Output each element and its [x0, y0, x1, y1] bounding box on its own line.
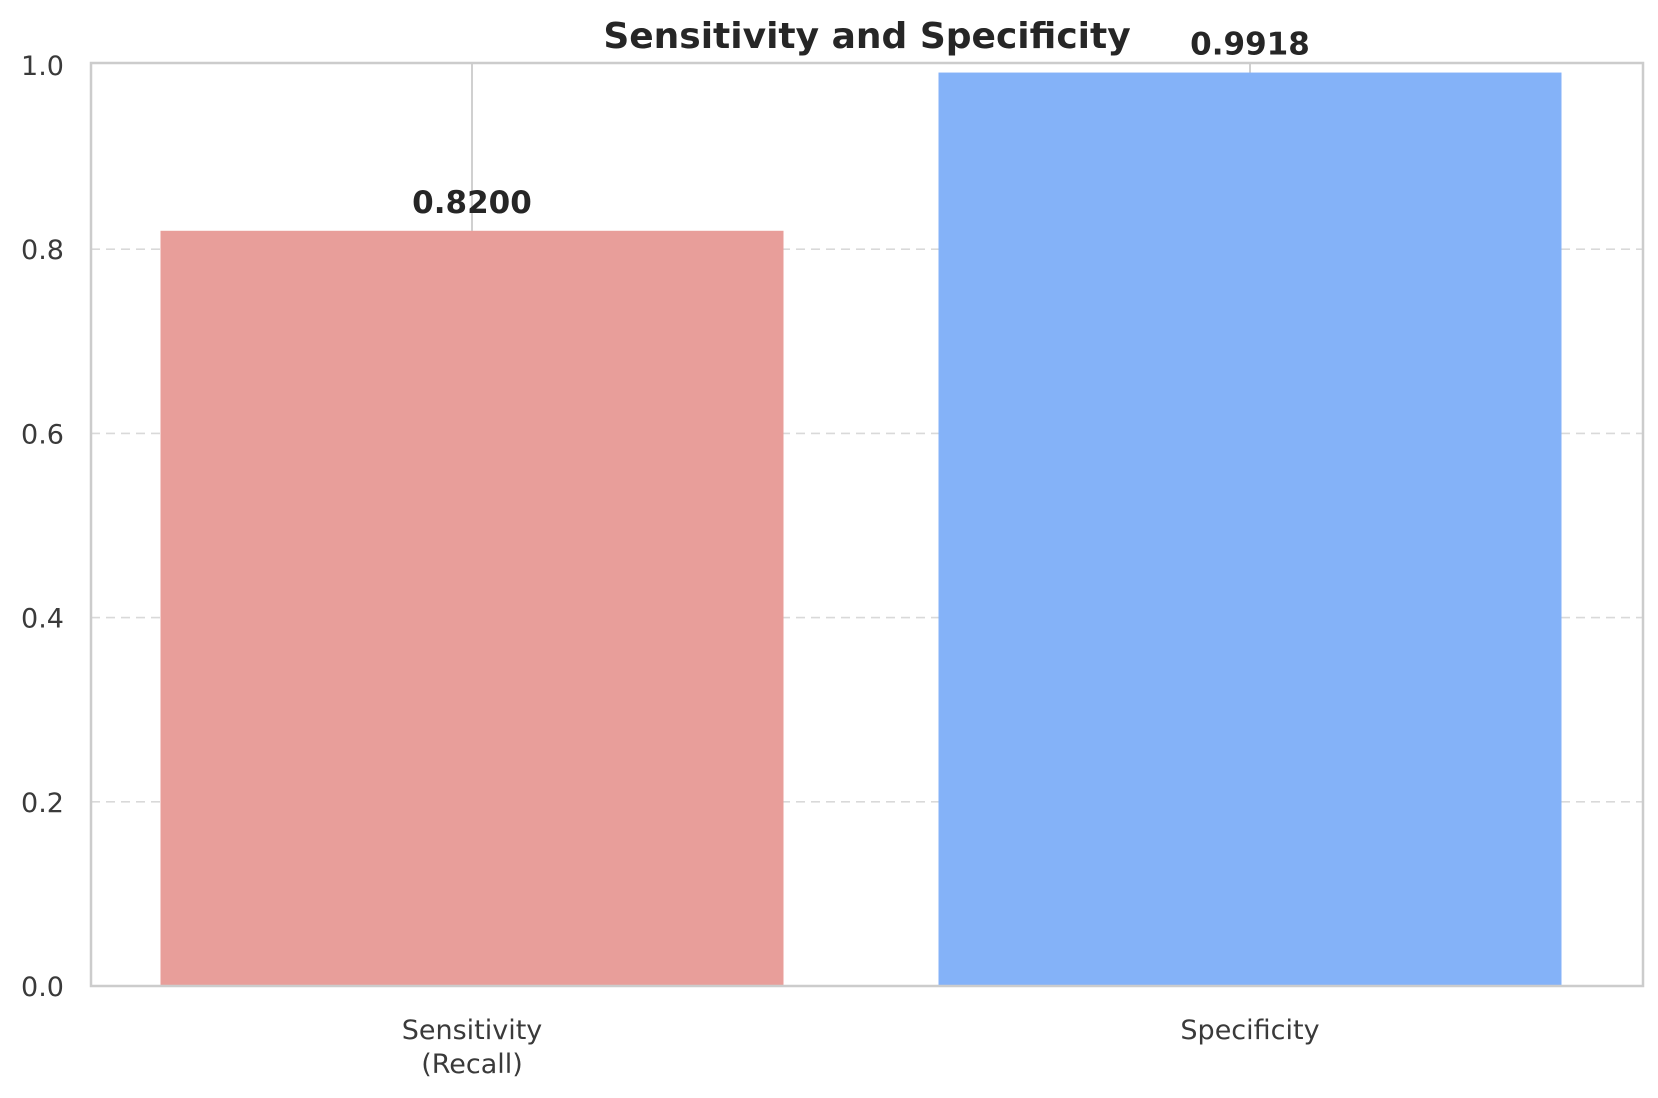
chart-title: Sensitivity and Specificity — [603, 16, 1130, 57]
y-tick-label: 0.0 — [21, 972, 64, 1003]
y-tick-label: 1.0 — [21, 51, 64, 82]
y-tick-label: 0.8 — [21, 235, 64, 266]
plot-frame — [89, 61, 1645, 988]
x-tick-label: Specificity — [1180, 1015, 1319, 1046]
y-tick-label: 0.2 — [21, 788, 64, 819]
y-tick-label: 0.6 — [21, 419, 64, 450]
bar-value-label: 0.9918 — [1190, 27, 1310, 63]
y-tick-label: 0.4 — [21, 604, 64, 635]
x-axis-ticks: Sensitivity (Recall) Specificity — [402, 1015, 1320, 1080]
data-labels: 0.8200 0.9918 — [412, 27, 1310, 221]
y-axis-ticks: 0.0 0.2 0.4 0.6 0.8 1.0 — [21, 51, 64, 1003]
bar — [160, 230, 784, 986]
bar-value-label: 0.8200 — [412, 185, 532, 221]
bars — [160, 72, 1562, 987]
bar — [938, 72, 1562, 987]
x-tick-label: Sensitivity (Recall) — [402, 1015, 543, 1080]
